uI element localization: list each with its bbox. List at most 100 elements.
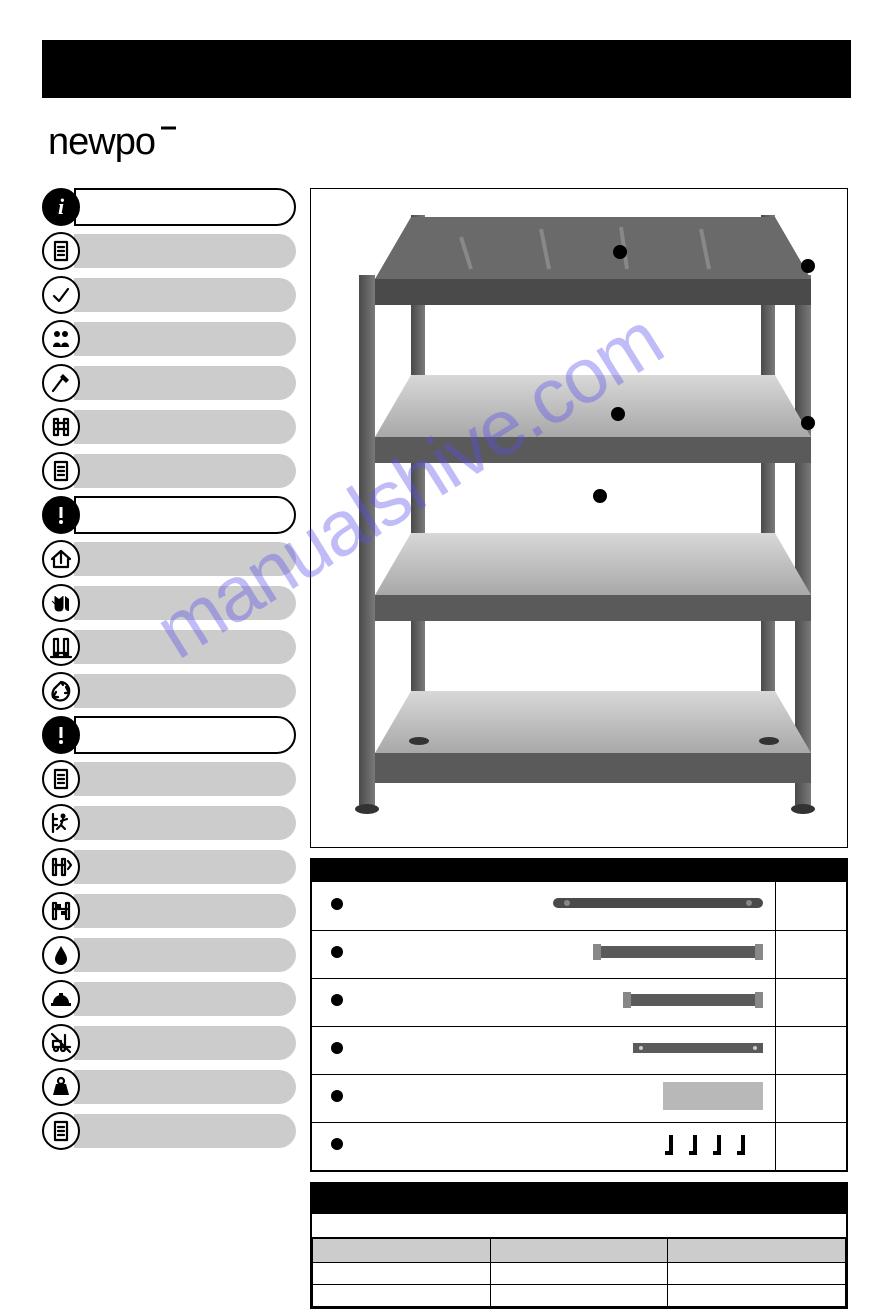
parts-header-bar bbox=[312, 860, 846, 882]
sidebar-row bbox=[42, 276, 296, 314]
sidebar-row bbox=[42, 848, 296, 886]
part-qty bbox=[776, 978, 846, 1026]
document-icon bbox=[42, 452, 80, 490]
sidebar-pill bbox=[74, 716, 296, 754]
shelf-level-icon bbox=[42, 628, 80, 666]
top-black-bar bbox=[42, 40, 851, 98]
sidebar-row bbox=[42, 1112, 296, 1150]
part-number bbox=[312, 1026, 362, 1074]
safety-hat-icon bbox=[42, 980, 80, 1018]
callout-dot bbox=[613, 245, 627, 259]
sidebar-pill bbox=[74, 586, 296, 620]
parts-list-box bbox=[310, 858, 848, 1172]
part-qty bbox=[776, 882, 846, 930]
exclaim-icon bbox=[42, 496, 80, 534]
part-image bbox=[544, 978, 776, 1026]
part-number bbox=[312, 930, 362, 978]
payload-cell bbox=[490, 1263, 668, 1285]
parts-row bbox=[312, 882, 846, 930]
sidebar-row bbox=[42, 760, 296, 798]
sidebar-row bbox=[42, 936, 296, 974]
shelf-illustration bbox=[341, 207, 821, 827]
climb-icon bbox=[42, 804, 80, 842]
parts-row bbox=[312, 1026, 846, 1074]
sidebar-pill bbox=[74, 938, 296, 972]
sidebar-row bbox=[42, 364, 296, 402]
sidebar-pill bbox=[74, 762, 296, 796]
part-image bbox=[544, 1074, 776, 1122]
weight-icon bbox=[42, 1068, 80, 1106]
callout-dot bbox=[801, 259, 815, 273]
sidebar-row bbox=[42, 584, 296, 622]
sidebar-row bbox=[42, 1024, 296, 1062]
svg-text:newpo: newpo bbox=[48, 121, 155, 163]
part-number bbox=[312, 882, 362, 930]
sidebar-row bbox=[42, 716, 296, 754]
sidebar-row bbox=[42, 496, 296, 534]
sidebar-pill bbox=[74, 278, 296, 312]
part-label bbox=[362, 978, 543, 1026]
sidebar-pill bbox=[74, 894, 296, 928]
payload-header-bar bbox=[312, 1184, 846, 1214]
document-icon bbox=[42, 232, 80, 270]
sidebar-row bbox=[42, 540, 296, 578]
info-icon: i bbox=[42, 188, 80, 226]
part-label bbox=[362, 1026, 543, 1074]
sidebar-pill bbox=[74, 496, 296, 534]
sidebar-pill bbox=[74, 1026, 296, 1060]
check-icon bbox=[42, 276, 80, 314]
sidebar-row bbox=[42, 804, 296, 842]
parts-row bbox=[312, 930, 846, 978]
sidebar-pill bbox=[74, 1070, 296, 1104]
sidebar-pill bbox=[74, 674, 296, 708]
callout-dot bbox=[611, 407, 625, 421]
payload-box bbox=[310, 1182, 848, 1309]
shelf-arrow-icon bbox=[42, 848, 80, 886]
parts-table bbox=[312, 882, 846, 1170]
part-label bbox=[362, 882, 543, 930]
sidebar-pill bbox=[74, 410, 296, 444]
payload-cell bbox=[490, 1285, 668, 1307]
parts-row bbox=[312, 1074, 846, 1122]
shelf-check-icon bbox=[42, 408, 80, 446]
parts-row bbox=[312, 1122, 846, 1170]
sidebar-pill bbox=[74, 366, 296, 400]
payload-col-1 bbox=[313, 1239, 491, 1263]
sidebar-pill bbox=[74, 454, 296, 488]
part-qty bbox=[776, 1026, 846, 1074]
part-image bbox=[544, 1026, 776, 1074]
svg-text:i: i bbox=[58, 195, 65, 219]
gloves-icon bbox=[42, 584, 80, 622]
part-qty bbox=[776, 1122, 846, 1170]
payload-col-3 bbox=[668, 1239, 846, 1263]
part-qty bbox=[776, 1074, 846, 1122]
sidebar-row bbox=[42, 232, 296, 270]
sidebar-row bbox=[42, 408, 296, 446]
sidebar-pill bbox=[74, 322, 296, 356]
sidebar-pill bbox=[74, 188, 296, 226]
sidebar-row bbox=[42, 672, 296, 710]
sidebar-pill bbox=[74, 982, 296, 1016]
callout-dot bbox=[593, 489, 607, 503]
part-image bbox=[544, 1122, 776, 1170]
payload-col-2 bbox=[490, 1239, 668, 1263]
sidebar-row bbox=[42, 452, 296, 490]
part-label bbox=[362, 1122, 543, 1170]
part-image bbox=[544, 930, 776, 978]
payload-subheader bbox=[312, 1214, 846, 1238]
payload-table bbox=[312, 1238, 846, 1307]
right-column bbox=[310, 188, 848, 1309]
payload-cell bbox=[313, 1285, 491, 1307]
unpack-icon bbox=[42, 540, 80, 578]
two-people-icon bbox=[42, 320, 80, 358]
product-illustration-box bbox=[310, 188, 848, 848]
part-number bbox=[312, 1074, 362, 1122]
part-number bbox=[312, 1122, 362, 1170]
part-label bbox=[362, 1074, 543, 1122]
document-icon bbox=[42, 760, 80, 798]
no-forklift-icon bbox=[42, 1024, 80, 1062]
part-number bbox=[312, 978, 362, 1026]
sidebar-pill bbox=[74, 234, 296, 268]
sidebar-pill bbox=[74, 806, 296, 840]
sidebar-row: i bbox=[42, 188, 296, 226]
